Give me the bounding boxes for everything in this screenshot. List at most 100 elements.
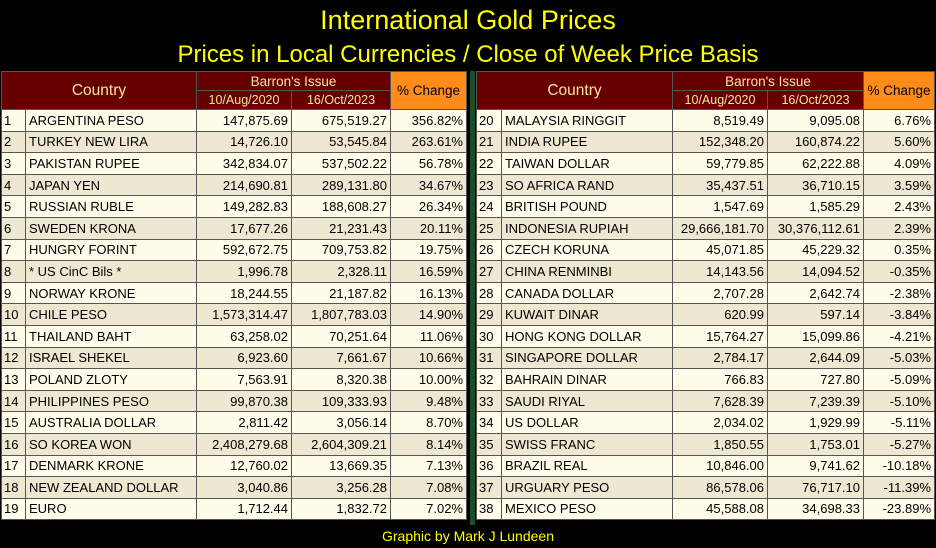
rank-cell: 24	[476, 195, 502, 218]
country-cell: MEXICO PESO	[501, 497, 673, 521]
percent-change-cell: -2.38%	[863, 281, 935, 305]
table-divider	[470, 71, 475, 525]
country-cell: SWEDEN KRONA	[25, 216, 197, 240]
price-2020-cell: 2,707.28	[672, 281, 768, 305]
price-2023-cell: 36,710.15	[767, 173, 864, 197]
country-cell: HUNGRY FORINT	[25, 238, 197, 262]
table-row: 32 BAHRAIN DINAR 766.83 727.80 -5.09%	[476, 368, 935, 391]
table-row: 13 POLAND ZLOTY 7,563.91 8,320.38 10.00%	[1, 368, 467, 391]
country-cell: TAIWAN DOLLAR	[501, 152, 673, 175]
table-row: 17 DENMARK KRONE 12,760.02 13,669.35 7.13%	[1, 454, 467, 478]
rank-cell: 6	[1, 216, 26, 240]
table-row: 26 CZECH KORUNA 45,071.85 45,229.32 0.35%	[476, 238, 935, 262]
price-2023-cell: 7,239.39	[767, 389, 864, 413]
table-row: 2 TURKEY NEW LIRA 14,726.10 53,545.84 263.61…	[1, 130, 467, 154]
table-row: 15 AUSTRALIA DOLLAR 2,811.42 3,056.14 8.70%	[1, 411, 467, 434]
price-2020-cell: 45,071.85	[672, 238, 768, 262]
rank-cell: 15	[1, 411, 26, 434]
table-row: 38 MEXICO PESO 45,588.08 34,698.33 -23.89%	[476, 497, 935, 521]
percent-change-cell: 4.09%	[863, 152, 935, 175]
percent-change-cell: -11.39%	[863, 476, 935, 499]
percent-change-cell: -3.84%	[863, 303, 935, 326]
country-cell: CHILE PESO	[25, 303, 197, 326]
price-2020-cell: 29,666,181.70	[672, 216, 768, 240]
table-row: 30 HONG KONG DOLLAR 15,764.27 15,099.86 -4.2…	[476, 324, 935, 348]
price-2023-cell: 709,753.82	[291, 238, 391, 262]
rank-cell: 27	[476, 260, 502, 283]
rank-cell: 34	[476, 411, 502, 434]
rank-cell: 14	[1, 389, 26, 413]
country-cell: PAKISTAN RUPEE	[25, 152, 197, 175]
price-2020-cell: 1,547.69	[672, 195, 768, 218]
percent-change-cell: 263.61%	[390, 130, 467, 154]
country-cell: INDIA RUPEE	[501, 130, 673, 154]
rank-cell: 17	[1, 454, 26, 478]
price-2020-cell: 2,811.42	[196, 411, 292, 434]
price-2023-cell: 675,519.27	[291, 109, 391, 132]
country-cell: JAPAN YEN	[25, 173, 197, 197]
column-header-percent-change: % Change	[390, 71, 467, 110]
column-header-date-2020: 10/Aug/2020	[196, 90, 292, 110]
column-header-country: Country	[476, 71, 673, 110]
table-row: 5 RUSSIAN RUBLE 149,282.83 188,608.27 26.34%	[1, 195, 467, 218]
price-2023-cell: 14,094.52	[767, 260, 864, 283]
table-row: 31 SINGAPORE DOLLAR 2,784.17 2,644.09 -5.03%	[476, 346, 935, 370]
country-cell: SO KOREA WON	[25, 432, 197, 456]
percent-change-cell: 356.82%	[390, 109, 467, 132]
price-2020-cell: 2,034.02	[672, 411, 768, 434]
table-row: 12 ISRAEL SHEKEL 6,923.60 7,661.67 10.66%	[1, 346, 467, 370]
column-header-barrons-issue: Barron's Issue	[672, 71, 864, 91]
price-2020-cell: 17,677.26	[196, 216, 292, 240]
table-row: 35 SWISS FRANC 1,850.55 1,753.01 -5.27%	[476, 432, 935, 456]
country-cell: BRITISH POUND	[501, 195, 673, 218]
rank-cell: 4	[1, 173, 26, 197]
price-2020-cell: 766.83	[672, 368, 768, 391]
price-2023-cell: 727.80	[767, 368, 864, 391]
price-2020-cell: 1,996.78	[196, 260, 292, 283]
rank-cell: 37	[476, 476, 502, 499]
percent-change-cell: 0.35%	[863, 238, 935, 262]
graphic-credit: Graphic by Mark J Lundeen	[382, 528, 554, 544]
country-cell: SWISS FRANC	[501, 432, 673, 456]
table-row: 21 INDIA RUPEE 152,348.20 160,874.22 5.60%	[476, 130, 935, 154]
country-cell: BAHRAIN DINAR	[501, 368, 673, 391]
country-cell: SINGAPORE DOLLAR	[501, 346, 673, 370]
price-2020-cell: 6,923.60	[196, 346, 292, 370]
column-header-date-2020: 10/Aug/2020	[672, 90, 768, 110]
table-row: 24 BRITISH POUND 1,547.69 1,585.29 2.43%	[476, 195, 935, 218]
rank-cell: 25	[476, 216, 502, 240]
rank-cell: 32	[476, 368, 502, 391]
table-row: 37 URGUARY PESO 86,578.06 76,717.10 -11.39%	[476, 476, 935, 499]
price-2023-cell: 9,095.08	[767, 109, 864, 132]
table-row: 11 THAILAND BAHT 63,258.02 70,251.64 11.06%	[1, 324, 467, 348]
price-2023-cell: 2,642.74	[767, 281, 864, 305]
percent-change-cell: -23.89%	[863, 497, 935, 521]
country-cell: NEW ZEALAND DOLLAR	[25, 476, 197, 499]
percent-change-cell: 2.43%	[863, 195, 935, 218]
percent-change-cell: 2.39%	[863, 216, 935, 240]
price-2023-cell: 7,661.67	[291, 346, 391, 370]
percent-change-cell: -5.10%	[863, 389, 935, 413]
percent-change-cell: 16.59%	[390, 260, 467, 283]
rank-cell: 20	[476, 109, 502, 132]
table-row: 6 SWEDEN KRONA 17,677.26 21,231.43 20.11%	[1, 216, 467, 240]
percent-change-cell: -0.35%	[863, 260, 935, 283]
price-2023-cell: 160,874.22	[767, 130, 864, 154]
price-2023-cell: 13,669.35	[291, 454, 391, 478]
price-2023-cell: 45,229.32	[767, 238, 864, 262]
rank-cell: 21	[476, 130, 502, 154]
gold-prices-table-left: Country Barron's Issue % Change 10/Aug/2…	[1, 71, 467, 521]
table-row: 18 NEW ZEALAND DOLLAR 3,040.86 3,256.28 7.08…	[1, 476, 467, 499]
rank-cell: 13	[1, 368, 26, 391]
table-row: 7 HUNGRY FORINT 592,672.75 709,753.82 19.75%	[1, 238, 467, 262]
country-cell: NORWAY KRONE	[25, 281, 197, 305]
price-2023-cell: 188,608.27	[291, 195, 391, 218]
country-cell: ISRAEL SHEKEL	[25, 346, 197, 370]
table-row: 36 BRAZIL REAL 10,846.00 9,741.62 -10.18%	[476, 454, 935, 478]
rank-cell: 22	[476, 152, 502, 175]
rank-cell: 18	[1, 476, 26, 499]
column-header-percent-change: % Change	[863, 71, 935, 110]
country-cell: BRAZIL REAL	[501, 454, 673, 478]
rank-cell: 29	[476, 303, 502, 326]
percent-change-cell: 5.60%	[863, 130, 935, 154]
